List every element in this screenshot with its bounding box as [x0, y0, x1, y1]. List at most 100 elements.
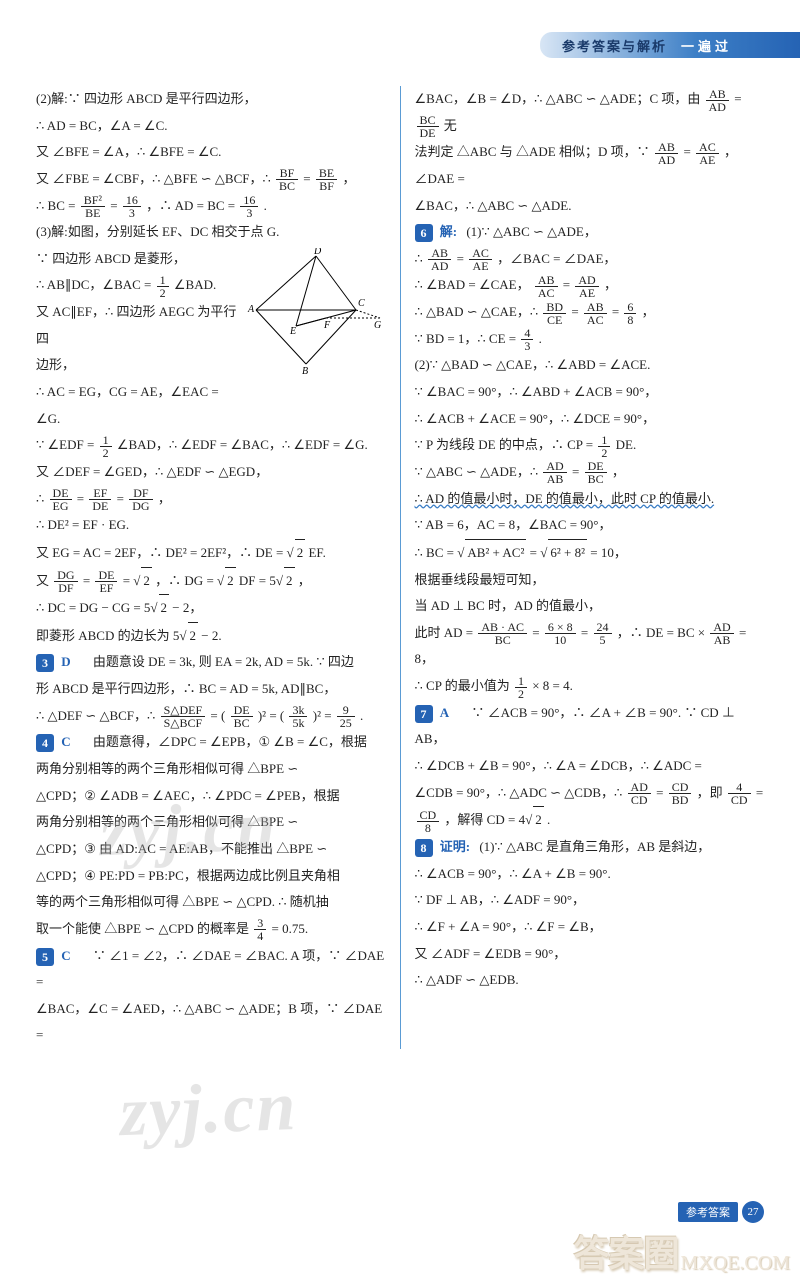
l: ∴ ∠ACB + ∠ACE = 90°，∴ ∠DCE = 90°，: [415, 406, 765, 433]
t: 取一个能使 △BPE ∽ △CPD 的概率是: [36, 921, 252, 936]
n: AC: [469, 247, 492, 259]
l: ∵ ∠EDF = 12 ∠BAD，∴ ∠EDF = ∠BAC，∴ ∠EDF = …: [36, 432, 386, 459]
l: 又 ∠ADF = ∠EDB = 90°，: [415, 941, 765, 968]
sq: 6² + 8²: [548, 539, 587, 567]
n: BF: [276, 167, 298, 179]
t: ，∴ DE = BC ×: [617, 625, 709, 640]
n: 24: [594, 621, 612, 633]
n: AC: [696, 141, 719, 153]
t: ∴ CP 的最小值为: [415, 678, 513, 693]
t: ，∴ AD = BC =: [146, 198, 238, 213]
n: AD: [543, 460, 566, 472]
sq: 2: [295, 539, 306, 567]
l: ∴ AC = EG，CG = AE，∠EAC = ∠G.: [36, 379, 386, 432]
frac: 6 × 810: [545, 621, 576, 646]
t: ∠BAC，∠B = ∠D，∴ △ABC ∽ △ADE；C 项，由: [415, 91, 704, 106]
d: EG: [50, 499, 72, 512]
t: ∴: [36, 491, 48, 506]
frac: BCDE: [417, 114, 439, 139]
frac: 163: [240, 194, 258, 219]
ans: 证明:: [440, 839, 470, 854]
lbl: B: [302, 366, 308, 377]
frac: ACAE: [696, 141, 719, 166]
t: ，∠BAC = ∠DAE，: [497, 251, 616, 266]
n: DE: [585, 460, 607, 472]
frac: BEBF: [316, 167, 337, 192]
q5: 5 C ∵ ∠1 = ∠2，∴ ∠DAE = ∠BAC. A 项，∵ ∠DAE …: [36, 943, 386, 996]
frac: 12: [598, 434, 610, 459]
l: ∴ AD = BC，∠A = ∠C.: [36, 113, 386, 140]
n: EF: [89, 487, 111, 499]
l: 又 DGDF = DEEF = √2 ，∴ DG = √2 DF = 5√2 ，: [36, 567, 386, 595]
l: ∴ ∠BAD = ∠CAE， ABAC = ADAE ，: [415, 272, 765, 299]
t: )² =: [313, 708, 335, 723]
l: 当 AD ⊥ BC 时，AD 的值最小，: [415, 593, 765, 620]
page: 参考答案与解析 一遍过 zyj.cn zyj.cn (2)解:∵ 四边形 ABC…: [0, 0, 800, 1285]
frac: ABAC: [535, 274, 558, 299]
n: DG: [54, 569, 77, 581]
t: 又: [36, 573, 52, 588]
n: 3k: [289, 704, 307, 716]
t: = 0.75.: [272, 921, 309, 936]
frac: DEBC: [231, 704, 253, 729]
l: ∴ DC = DG − CG = 5√2 − 2，: [36, 594, 386, 622]
frac: ABAD: [428, 247, 451, 272]
n: AB: [584, 301, 607, 313]
t: =: [683, 144, 694, 159]
d: CE: [543, 313, 566, 326]
sq: 2: [225, 567, 236, 595]
frac: ACAE: [469, 247, 492, 272]
n: 4: [521, 327, 533, 339]
n: BD: [543, 301, 566, 313]
l: 此时 AD = AB · ACBC = 6 × 810 = 245 ，∴ DE …: [415, 620, 765, 673]
frac: 12: [100, 434, 112, 459]
n: 9: [337, 704, 355, 716]
d: 5k: [289, 716, 307, 729]
l: ∠BAC，∠C = ∠AED，∴ △ABC ∽ △ADE；B 项，∵ ∠DAE …: [36, 996, 386, 1049]
corner-watermark: 答案圈 MXQE.COM: [574, 1225, 790, 1277]
q-chip: 4: [36, 734, 54, 752]
l: ∵ AB = 6，AC = 8，∠BAC = 90°，: [415, 512, 765, 539]
n: 6 × 8: [545, 621, 576, 633]
n: DE: [95, 569, 117, 581]
d: 25: [337, 716, 355, 729]
l: CD8 ，解得 CD = 4√2 .: [415, 806, 765, 834]
t: ∴ BC =: [36, 198, 79, 213]
frac: 245: [594, 621, 612, 646]
t: = √: [123, 573, 141, 588]
d: DG: [129, 499, 152, 512]
t: 由题意得，∠DPC = ∠EPB，① ∠B = ∠C，根据: [80, 734, 367, 749]
l: ∴ △ADF ∽ △EDB.: [415, 967, 765, 994]
n: 1: [100, 434, 112, 446]
q4: 4 C 由题意得，∠DPC = ∠EPB，① ∠B = ∠C，根据: [36, 729, 386, 756]
l: 又 ∠DEF = ∠GED，∴ △EDF ∽ △EGD，: [36, 459, 386, 486]
d: AB: [710, 633, 733, 646]
frac: ABAC: [584, 301, 607, 326]
t: ∵ ∠ACB = 90°，∴ ∠A + ∠B = 90°. ∵ CD ⊥ AB，: [415, 705, 735, 747]
t: =: [77, 491, 88, 506]
t: =: [756, 785, 763, 800]
t: =: [612, 304, 623, 319]
lbl: C: [358, 298, 365, 309]
l: ∴ CP 的最小值为 12 × 8 = 4.: [415, 673, 765, 700]
frac: ABAD: [655, 141, 678, 166]
l: ∵ DF ⊥ AB，∴ ∠ADF = 90°，: [415, 887, 765, 914]
d: DE: [89, 499, 111, 512]
d: 10: [545, 633, 576, 646]
t: − 2，: [172, 600, 202, 615]
n: CD: [417, 809, 440, 821]
frac: BDCE: [543, 301, 566, 326]
t: .: [264, 198, 267, 213]
right-column: ∠BAC，∠B = ∠D，∴ △ABC ∽ △ADE；C 项，由 ABAD = …: [401, 86, 765, 1049]
l: ∠BAC，∠B = ∠D，∴ △ABC ∽ △ADE；C 项，由 ABAD = …: [415, 86, 765, 139]
d: AD: [706, 100, 729, 113]
d: BC: [585, 472, 607, 485]
d: CD: [728, 793, 751, 806]
t: ∴ △DEF ∽ △BCF，∴: [36, 708, 159, 723]
q-chip: 8: [415, 839, 433, 857]
frac: DGDF: [54, 569, 77, 594]
frac: 68: [624, 301, 636, 326]
ans: C: [61, 948, 70, 963]
frac: DEBC: [585, 460, 607, 485]
header-bar: 参考答案与解析 一遍过: [540, 32, 800, 58]
